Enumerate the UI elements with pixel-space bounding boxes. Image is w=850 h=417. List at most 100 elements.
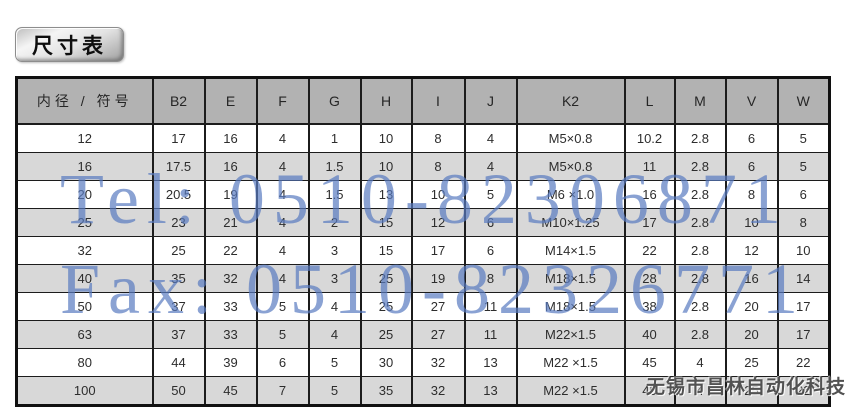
cell-G-80: 5	[307, 348, 362, 377]
cell-内径符号-16: 16	[15, 152, 154, 181]
column-header-symbol: 内径 / 符号	[15, 77, 154, 125]
column-header-M: M	[673, 77, 727, 125]
cell-内径符号-80: 80	[15, 348, 154, 377]
cell-G-25: 2	[307, 208, 362, 237]
table-row-80: 80 44 39 6 5 30 32 13 M22 ×1.5 45 4 25 22	[15, 348, 831, 377]
table-row-12: 12 17 16 4 1 10 8 4 M5×0.8 10.2 2.8 6 5	[15, 123, 831, 153]
cell-M-16: 2.8	[673, 152, 727, 181]
cell-L-100: 45	[623, 376, 676, 406]
cell-L-20: 16	[623, 180, 676, 209]
table-row-16: 16 17.5 16 4 1.5 10 8 4 M5×0.8 11 2.8 6 5	[15, 152, 831, 181]
cell-I-40: 19	[410, 264, 466, 293]
table-row-25: 25 23 21 4 2 15 12 6 M10×1.25 17 2.8 10 8	[15, 208, 831, 237]
cell-H-100: 35	[359, 376, 413, 406]
cell-H-63: 25	[359, 320, 413, 349]
cell-内径符号-50: 50	[15, 292, 154, 321]
page-title: 尺寸表	[15, 27, 124, 62]
cell-J-63: 11	[463, 320, 518, 349]
cell-F-25: 4	[255, 208, 310, 237]
cell-L-40: 28	[623, 264, 676, 293]
cell-L-63: 40	[623, 320, 676, 349]
cell-E-25: 21	[203, 208, 258, 237]
cell-J-32: 6	[463, 236, 518, 265]
cell-H-20: 13	[359, 180, 413, 209]
cell-K2-80: M22 ×1.5	[515, 348, 626, 377]
cell-W-12: 5	[776, 123, 831, 153]
cell-K2-100: M22 ×1.5	[515, 376, 626, 406]
cell-M-20: 2.8	[673, 180, 727, 209]
cell-G-50: 4	[307, 292, 362, 321]
cell-H-25: 15	[359, 208, 413, 237]
cell-L-50: 38	[623, 292, 676, 321]
cell-W-32: 10	[776, 236, 831, 265]
cell-M-32: 2.8	[673, 236, 727, 265]
cell-L-32: 22	[623, 236, 676, 265]
column-header-K2: K2	[515, 77, 626, 125]
cell-W-63: 17	[776, 320, 831, 349]
cell-V-16: 6	[724, 152, 779, 181]
cell-E-12: 16	[203, 123, 258, 153]
cell-K2-16: M5×0.8	[515, 152, 626, 181]
cell-K2-32: M14×1.5	[515, 236, 626, 265]
cell-L-16: 11	[623, 152, 676, 181]
column-header-E: E	[203, 77, 258, 125]
column-header-B2: B2	[151, 77, 206, 125]
cell-F-40: 4	[255, 264, 310, 293]
cell-I-63: 27	[410, 320, 466, 349]
cell-J-25: 6	[463, 208, 518, 237]
cell-K2-63: M22×1.5	[515, 320, 626, 349]
cell-I-50: 27	[410, 292, 466, 321]
table-row-20: 20 20.5 19 4 1.5 13 10 5 M6 ×1.0 16 2.8 8 6	[15, 180, 831, 209]
cell-M-100: 4	[673, 376, 727, 406]
page-title-label: 尺寸表	[32, 34, 107, 58]
cell-V-25: 10	[724, 208, 779, 237]
cell-B2-63: 37	[151, 320, 206, 349]
cell-G-40: 3	[307, 264, 362, 293]
cell-W-20: 6	[776, 180, 831, 209]
column-header-H: H	[359, 77, 413, 125]
cell-G-16: 1.5	[307, 152, 362, 181]
cell-F-100: 7	[255, 376, 310, 406]
cell-I-25: 12	[410, 208, 466, 237]
dimension-table: 内径 / 符号 B2 E F G H I J K2 L M V W 12 17 16 4 1 10 8 4 M5×0.8…	[15, 76, 831, 407]
cell-B2-80: 44	[151, 348, 206, 377]
cell-M-40: 2.8	[673, 264, 727, 293]
cell-H-40: 25	[359, 264, 413, 293]
cell-内径符号-63: 63	[15, 320, 154, 349]
cell-F-80: 6	[255, 348, 310, 377]
cell-I-12: 8	[410, 123, 466, 153]
cell-F-63: 5	[255, 320, 310, 349]
cell-B2-32: 25	[151, 236, 206, 265]
cell-J-12: 4	[463, 123, 518, 153]
cell-M-63: 2.8	[673, 320, 727, 349]
cell-K2-40: M18×1.5	[515, 264, 626, 293]
cell-B2-25: 23	[151, 208, 206, 237]
cell-M-25: 2.8	[673, 208, 727, 237]
cell-内径符号-20: 20	[15, 180, 154, 209]
cell-J-100: 13	[463, 376, 518, 406]
cell-M-50: 2.8	[673, 292, 727, 321]
cell-W-100: 22	[776, 376, 831, 406]
cell-G-12: 1	[307, 123, 362, 153]
cell-F-20: 4	[255, 180, 310, 209]
cell-I-80: 32	[410, 348, 466, 377]
cell-M-80: 4	[673, 348, 727, 377]
cell-内径符号-12: 12	[15, 123, 154, 153]
column-header-L: L	[623, 77, 676, 125]
cell-I-16: 8	[410, 152, 466, 181]
cell-W-80: 22	[776, 348, 831, 377]
header-row: 内径 / 符号 B2 E F G H I J K2 L M V W	[15, 77, 831, 125]
cell-J-20: 5	[463, 180, 518, 209]
cell-B2-12: 17	[151, 123, 206, 153]
cell-H-80: 30	[359, 348, 413, 377]
table-row-50: 50 37 33 5 4 25 27 11 M18×1.5 38 2.8 20 17	[15, 292, 831, 321]
cell-V-40: 16	[724, 264, 779, 293]
cell-E-63: 33	[203, 320, 258, 349]
cell-H-32: 15	[359, 236, 413, 265]
cell-G-100: 5	[307, 376, 362, 406]
cell-L-80: 45	[623, 348, 676, 377]
cell-J-40: 8	[463, 264, 518, 293]
cell-B2-16: 17.5	[151, 152, 206, 181]
cell-H-12: 10	[359, 123, 413, 153]
cell-内径符号-25: 25	[15, 208, 154, 237]
